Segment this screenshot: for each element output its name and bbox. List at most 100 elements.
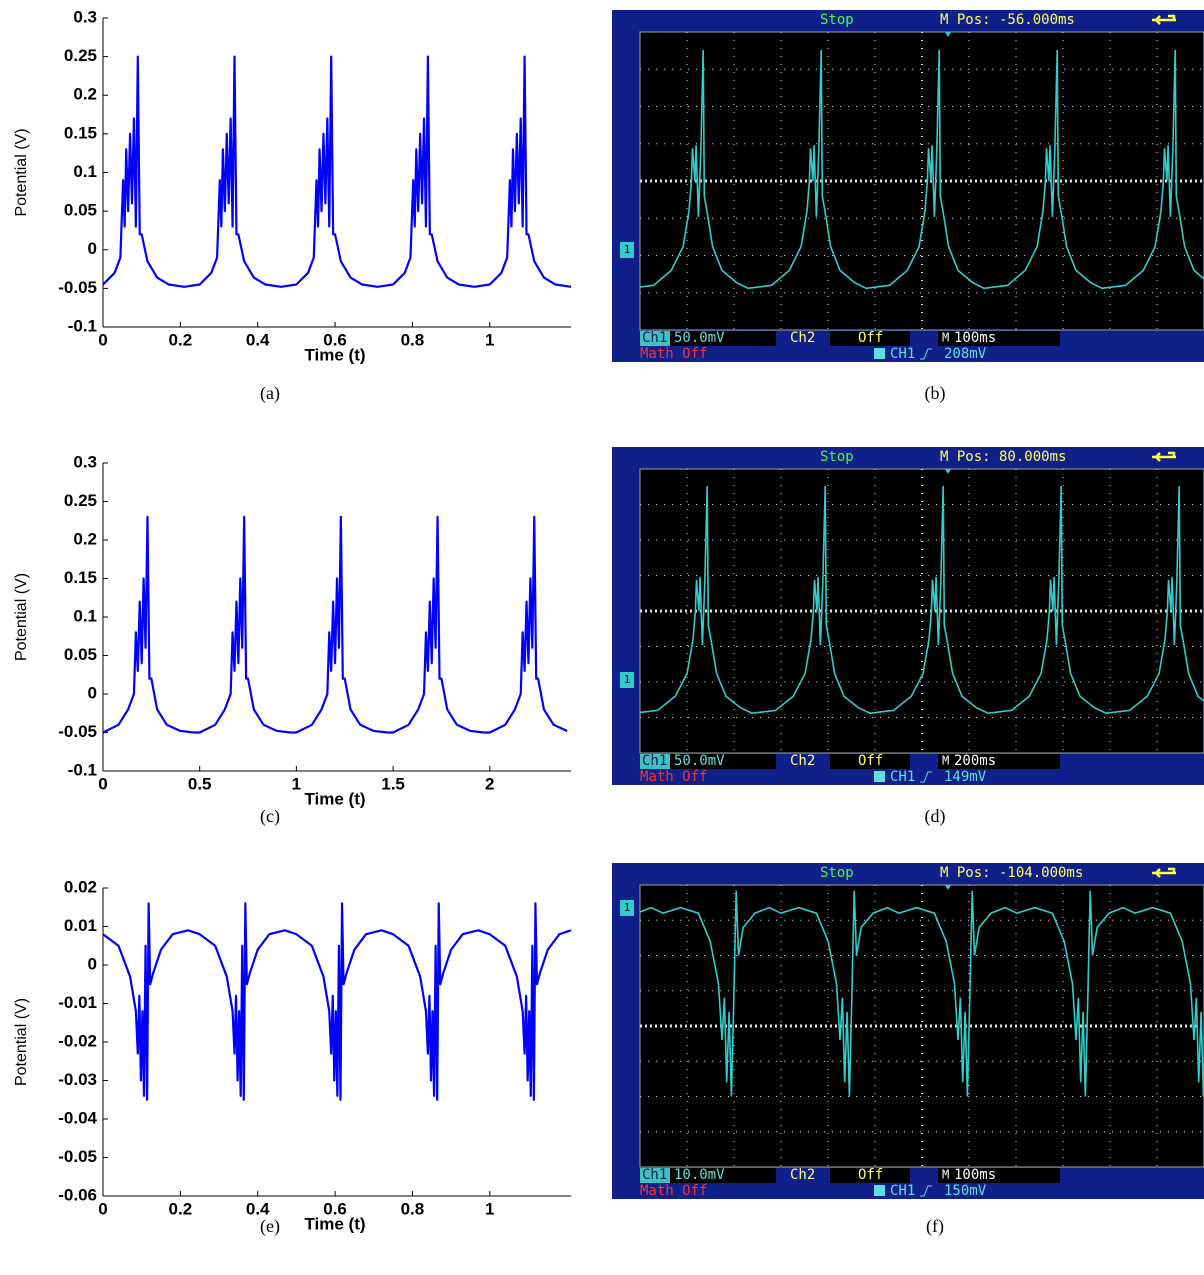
x-tick-label: 0	[98, 330, 107, 349]
trigger-icon	[874, 1185, 885, 1196]
x-tick-label: 0.6	[323, 330, 347, 349]
trigger-position-marker	[945, 469, 951, 474]
status: Stop	[820, 449, 854, 465]
caption: (d)	[925, 806, 946, 827]
channel-marker: 1	[624, 673, 631, 686]
channel-marker: 1	[624, 243, 631, 256]
y-tick-label: 0.25	[64, 491, 97, 510]
timebase: 100ms	[954, 1167, 996, 1183]
y-tick-label: 0.3	[73, 452, 97, 471]
usb-icon	[1152, 14, 1176, 25]
trigger-source: CH1	[890, 346, 915, 362]
y-tick-label: 0.05	[64, 201, 97, 220]
y-tick-label: 0.1	[73, 606, 97, 625]
y-tick-label: 0.25	[64, 46, 97, 65]
y-axis-label: Potential (V)	[13, 573, 30, 661]
y-tick-label: 0.01	[64, 916, 97, 935]
edge-icon	[920, 1185, 932, 1197]
status: Stop	[820, 865, 854, 881]
trigger-level: 149mV	[944, 769, 987, 785]
y-tick-label: -0.05	[58, 1147, 97, 1166]
ch1: Ch1	[642, 1167, 667, 1183]
scope-trace	[640, 890, 1204, 1097]
y-tick-label: -0.03	[58, 1070, 97, 1089]
channel-marker-box	[620, 900, 634, 916]
y-tick-label: 0.15	[64, 123, 97, 142]
trigger-level: 150mV	[944, 1183, 987, 1199]
y-axis-label: Potential (V)	[13, 998, 30, 1086]
usb-icon	[1152, 451, 1176, 462]
channel-marker: 1	[624, 901, 631, 914]
position: M Pos: -56.000ms	[940, 12, 1075, 28]
caption: (e)	[260, 1216, 280, 1237]
ch1-scale: 10.0mV	[674, 1167, 725, 1183]
timebase: 200ms	[954, 753, 996, 769]
position: M Pos: -104.000ms	[940, 865, 1083, 881]
status: Stop	[820, 12, 854, 28]
value-box	[670, 1168, 776, 1183]
ch1: Ch1	[642, 330, 667, 346]
trigger-level: 208mV	[944, 346, 987, 362]
value-box	[830, 331, 910, 346]
y-tick-label: -0.02	[58, 1031, 97, 1050]
value-box	[938, 331, 1060, 346]
caption: (c)	[260, 806, 280, 827]
math: Math Off	[640, 346, 707, 362]
x-tick-label: 0	[98, 1199, 107, 1218]
trigger-icon	[874, 348, 885, 359]
y-tick-label: -0.04	[58, 1108, 97, 1127]
x-axis-label: Time (t)	[304, 1214, 365, 1233]
ch1-box	[640, 1168, 670, 1183]
timebase: 100ms	[954, 330, 996, 346]
x-tick-label: 0.2	[169, 1199, 193, 1218]
x-tick-label: 0.6	[323, 1199, 347, 1218]
scope-screen	[639, 468, 1204, 754]
edge-icon	[920, 348, 932, 360]
usb-icon	[1152, 867, 1176, 878]
position: M Pos: 80.000ms	[940, 449, 1066, 465]
math: Math Off	[640, 1183, 707, 1199]
timebase-prefix: M	[942, 331, 949, 345]
value-box	[830, 754, 910, 769]
trigger-source: CH1	[890, 769, 915, 785]
x-tick-label: 0.4	[246, 330, 270, 349]
ch2: Ch2	[790, 753, 815, 769]
ch1-box	[640, 331, 670, 346]
y-tick-label: 0.02	[64, 877, 97, 896]
ch1: Ch1	[642, 753, 667, 769]
oscilloscope: 1 Stop M Pos: -104.000ms Ch1 10.0mV Ch2 Off M 10…	[612, 863, 1204, 1199]
y-tick-label: 0.15	[64, 568, 97, 587]
ch2-state: Off	[858, 753, 883, 769]
value-box	[938, 754, 1060, 769]
x-tick-label: 1	[485, 330, 494, 349]
value-box	[938, 1168, 1060, 1183]
x-tick-label: 0.2	[169, 330, 193, 349]
ch1-scale: 50.0mV	[674, 330, 725, 346]
y-tick-label: 0	[88, 239, 97, 258]
x-axis-label: Time (t)	[304, 345, 365, 364]
y-axis-label: Potential (V)	[13, 128, 30, 216]
scope-trace	[640, 485, 1204, 715]
timebase-prefix: M	[942, 754, 949, 768]
value-box	[670, 331, 776, 346]
scope-trace	[640, 49, 1204, 290]
caption: (f)	[926, 1216, 944, 1237]
y-tick-label: 0	[88, 954, 97, 973]
x-tick-label: 1	[292, 774, 301, 793]
edge-icon	[920, 771, 932, 783]
data-line	[102, 902, 572, 1101]
y-tick-label: 0.1	[73, 162, 97, 181]
y-tick-label: 0.05	[64, 645, 97, 664]
ch2-state: Off	[858, 330, 883, 346]
ch1-scale: 50.0mV	[674, 753, 725, 769]
ch2: Ch2	[790, 1167, 815, 1183]
x-tick-label: 0.8	[401, 330, 425, 349]
x-tick-label: 0.5	[188, 774, 212, 793]
x-axis-label: Time (t)	[304, 789, 365, 808]
y-tick-label: -0.1	[68, 316, 97, 335]
data-line	[102, 55, 572, 288]
x-tick-label: 2	[485, 774, 494, 793]
ch2: Ch2	[790, 330, 815, 346]
value-box	[830, 1168, 910, 1183]
y-tick-label: 0.2	[73, 529, 97, 548]
